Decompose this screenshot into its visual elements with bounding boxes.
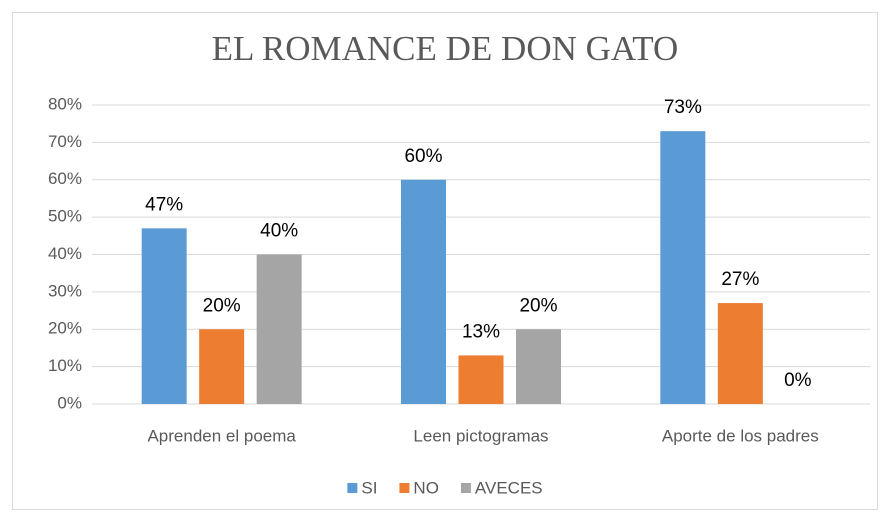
bar	[458, 355, 504, 404]
y-tick-label: 0%	[57, 393, 82, 412]
y-tick-label: 70%	[48, 132, 82, 151]
y-tick-label: 30%	[48, 281, 82, 300]
y-tick-label: 10%	[48, 356, 82, 375]
legend-swatch	[399, 483, 410, 493]
bar	[717, 303, 763, 404]
value-label: 73%	[664, 97, 702, 118]
legend-swatch	[347, 483, 358, 493]
legend-swatch	[460, 483, 471, 493]
legend-label: NO	[413, 478, 439, 497]
value-label: 27%	[721, 269, 759, 290]
y-tick-label: 80%	[48, 94, 82, 113]
value-label: 13%	[462, 321, 500, 342]
legend-label: SI	[361, 478, 377, 497]
y-tick-label: 50%	[48, 207, 82, 226]
y-tick-label: 20%	[48, 319, 82, 338]
bar	[256, 254, 302, 404]
value-label: 0%	[784, 370, 812, 391]
bar	[516, 329, 561, 404]
legend-label: AVECES	[475, 478, 543, 497]
bar	[401, 179, 446, 404]
value-label: 60%	[404, 146, 442, 167]
bar	[141, 228, 187, 404]
x-tick-label: Aprenden el poema	[147, 426, 296, 445]
value-label: 40%	[260, 221, 298, 242]
bar	[660, 131, 706, 404]
chart-title: EL ROMANCE DE DON GATO	[212, 29, 679, 68]
y-tick-label: 40%	[48, 244, 82, 263]
x-tick-label: Aporte de los padres	[662, 426, 819, 445]
y-tick-label: 60%	[48, 169, 82, 188]
x-tick-label: Leen pictogramas	[413, 426, 548, 445]
value-label: 20%	[519, 295, 557, 316]
value-label: 20%	[203, 295, 241, 316]
bar	[199, 329, 245, 404]
value-label: 47%	[145, 194, 183, 215]
